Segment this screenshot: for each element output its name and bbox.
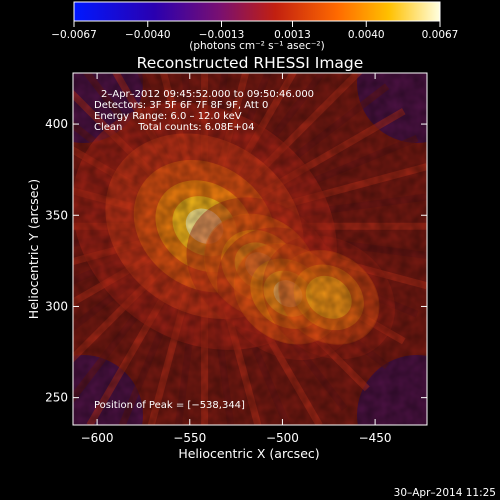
heatmap-image (73, 73, 427, 425)
energy-range-annotation: Energy Range: 6.0 – 12.0 keV (94, 111, 242, 122)
pixel-texture (73, 73, 427, 425)
colorbar-ticks: −0.0067 −0.0040 −0.0013 0.0013 0.0040 0.0067 (51, 21, 458, 41)
x-tick-label: −600 (81, 431, 114, 445)
footer-date: 30–Apr–2014 11:25 (394, 487, 496, 499)
x-tick-label: −500 (266, 431, 299, 445)
y-tick-label: 300 (45, 299, 68, 313)
colorbar (73, 1, 441, 22)
y-tick-label: 400 (45, 117, 68, 131)
x-tick-label: −550 (173, 431, 206, 445)
chart-title: Reconstructed RHESSI Image (137, 54, 364, 72)
colorbar-tick-label: −0.0013 (199, 29, 245, 41)
axis-ticks: −600 −550 −500 −450 250 300 350 400 (45, 73, 427, 445)
colorbar-tick-label: −0.0040 (125, 29, 171, 41)
colorbar-tick-label: 0.0067 (422, 29, 459, 41)
detectors-annotation: Detectors: 3F 5F 6F 7F 8F 9F, Att 0 (94, 100, 268, 111)
colorbar-tick-label: −0.0067 (51, 29, 97, 41)
clean-counts-annotation: Clean Total counts: 6.08E+04 (94, 122, 254, 133)
colorbar-unit-label: (photons cm⁻² s⁻¹ asec⁻²) (189, 40, 324, 52)
peak-position-annotation: Position of Peak = [−538,344] (94, 400, 245, 411)
colorbar-tick-label: 0.0013 (274, 29, 311, 41)
x-tick-label: −450 (359, 431, 392, 445)
time-range-annotation: 2–Apr–2012 09:45:52.000 to 09:50:46.000 (101, 89, 314, 100)
colorbar-tick-label: 0.0040 (348, 29, 385, 41)
y-tick-label: 350 (45, 208, 68, 222)
y-axis-label: Heliocentric Y (arcsec) (26, 179, 41, 319)
plot-frame (72, 72, 428, 426)
x-axis-label: Heliocentric X (arcsec) (178, 446, 319, 461)
y-tick-label: 250 (45, 391, 68, 405)
